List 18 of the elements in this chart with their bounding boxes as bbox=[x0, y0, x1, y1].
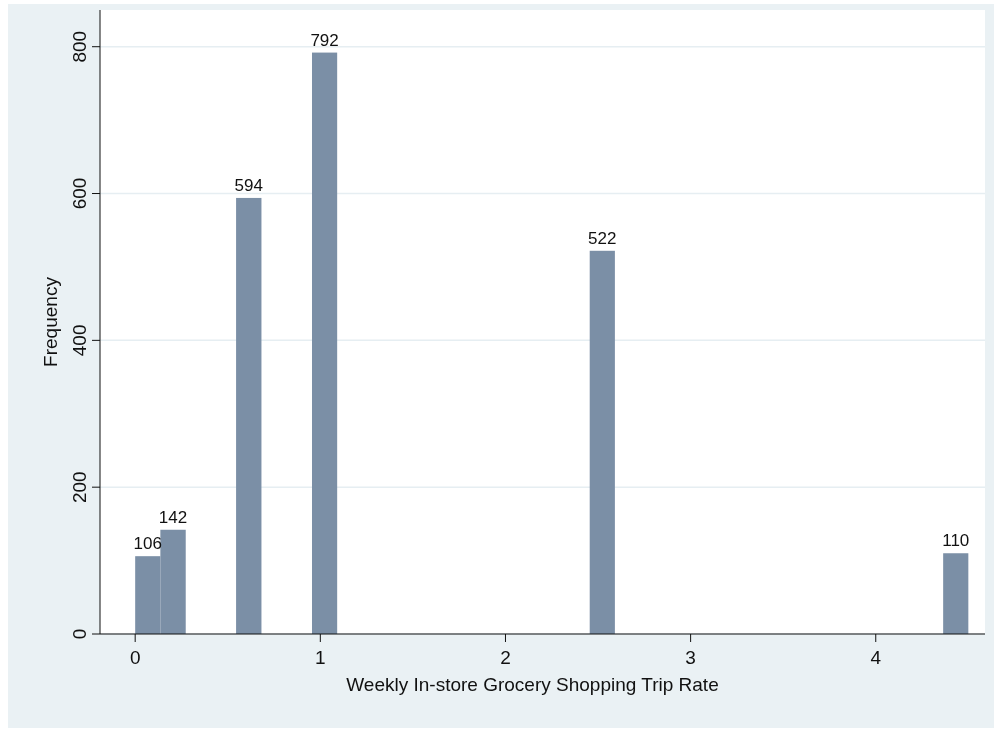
data-label: 792 bbox=[310, 30, 339, 50]
data-label: 110 bbox=[942, 531, 970, 551]
y-tick-label: 800 bbox=[69, 30, 90, 63]
data-label: 522 bbox=[588, 228, 617, 248]
y-tick-label: 0 bbox=[69, 628, 90, 640]
data-label: 142 bbox=[158, 507, 188, 527]
y-tick-label: 400 bbox=[69, 324, 90, 357]
x-axis-title: Weekly In-store Grocery Shopping Trip Rate bbox=[346, 674, 719, 695]
x-tick-label: 4 bbox=[870, 647, 882, 668]
data-label: 594 bbox=[234, 175, 263, 195]
y-tick-label: 600 bbox=[69, 177, 90, 210]
y-tick-label: 200 bbox=[69, 471, 90, 504]
x-tick-label: 1 bbox=[315, 647, 326, 668]
x-tick-label: 2 bbox=[500, 647, 511, 668]
data-label: 106 bbox=[133, 534, 162, 554]
x-tick-label: 3 bbox=[685, 647, 696, 668]
y-axis-title: Frequency bbox=[40, 276, 61, 367]
x-tick-label: 0 bbox=[129, 647, 141, 668]
